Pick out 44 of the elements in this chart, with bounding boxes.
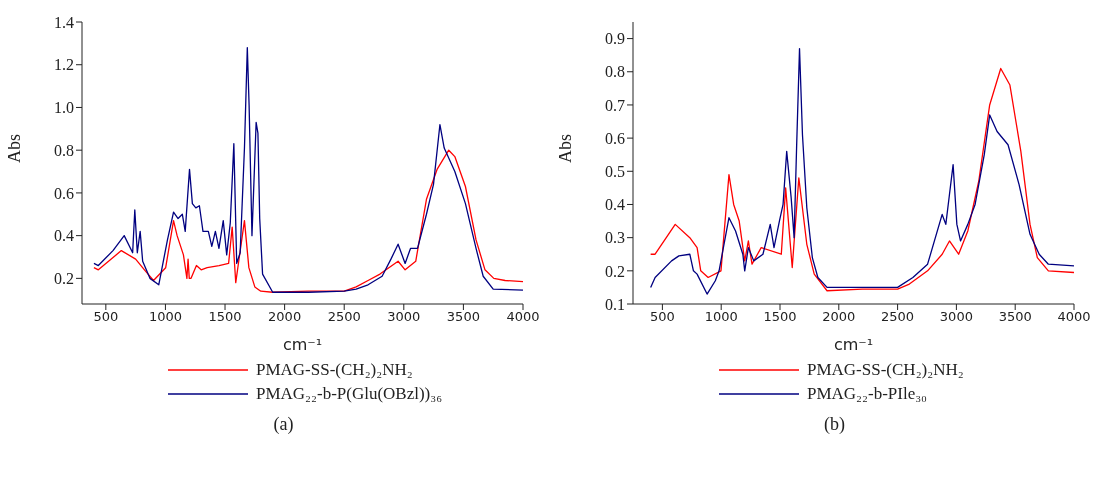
y-tick-label: 0.7 [605, 96, 625, 114]
legend-label: PMAG-SS-(CH₂)₂NH₂ [807, 360, 964, 380]
y-axis-title: Abs [4, 133, 25, 163]
legend-label: PMAG₂₂-b-PIle₃₀ [807, 384, 928, 404]
y-axis-title: Abs [555, 133, 576, 163]
y-tick-label: 0.5 [605, 162, 625, 180]
y-tick-label: 1.4 [54, 13, 74, 31]
y-tick-label: 0.9 [605, 30, 625, 48]
y-tick-label: 0.4 [54, 227, 74, 245]
y-tick-label: 0.6 [54, 184, 74, 202]
x-tick-label: 4000 [506, 309, 540, 325]
x-tick-label: 2500 [327, 309, 361, 325]
y-tick-label: 0.8 [605, 63, 625, 81]
x-tick-label: 3000 [939, 309, 973, 325]
y-tick-label: 0.3 [605, 229, 625, 247]
x-tick-label: 500 [93, 309, 119, 325]
y-tick-label: 0.4 [605, 196, 625, 214]
x-tick-label: 3500 [998, 309, 1032, 325]
x-tick-label: 1000 [148, 309, 182, 325]
x-tick-label: 2500 [881, 309, 915, 325]
text: (a) [272, 414, 295, 435]
y-tick-label: 0.6 [605, 129, 625, 147]
x-tick-label: 2000 [822, 309, 856, 325]
y-tick-label: 0.1 [605, 295, 625, 313]
x-tick-label: 1500 [763, 309, 797, 325]
legend-label: PMAG₂₂-b-P(Glu(OBzl))₃₆ [256, 384, 443, 404]
x-tick-label: 3500 [446, 309, 480, 325]
x-tick-label: 3000 [387, 309, 421, 325]
y-tick-label: 1.0 [54, 99, 74, 117]
line-series [93, 149, 523, 293]
y-tick-label: 1.2 [54, 56, 74, 74]
legend-label: PMAG-SS-(CH₂)₂NH₂ [256, 360, 413, 380]
x-tick-label: 2000 [268, 309, 302, 325]
y-tick-label: 0.2 [54, 270, 74, 288]
x-tick-label: 1500 [208, 309, 242, 325]
x-tick-label: 500 [649, 309, 675, 325]
y-tick-label: 0.8 [54, 141, 74, 159]
text: (b) [823, 414, 846, 435]
x-tick-label: 1000 [704, 309, 738, 325]
x-tick-label: 4000 [1057, 309, 1091, 325]
x-axis-title: cm⁻¹ [833, 335, 874, 354]
line-series [93, 46, 523, 293]
x-axis-title: cm⁻¹ [282, 335, 323, 354]
y-tick-label: 0.2 [605, 262, 625, 280]
